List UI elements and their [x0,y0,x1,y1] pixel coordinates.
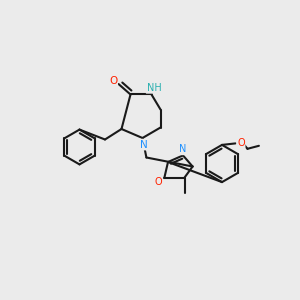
Text: O: O [154,177,162,187]
Text: N: N [140,140,148,150]
Text: NH: NH [146,83,161,93]
Text: O: O [109,76,117,86]
Text: N: N [179,144,187,154]
Text: O: O [237,138,245,148]
